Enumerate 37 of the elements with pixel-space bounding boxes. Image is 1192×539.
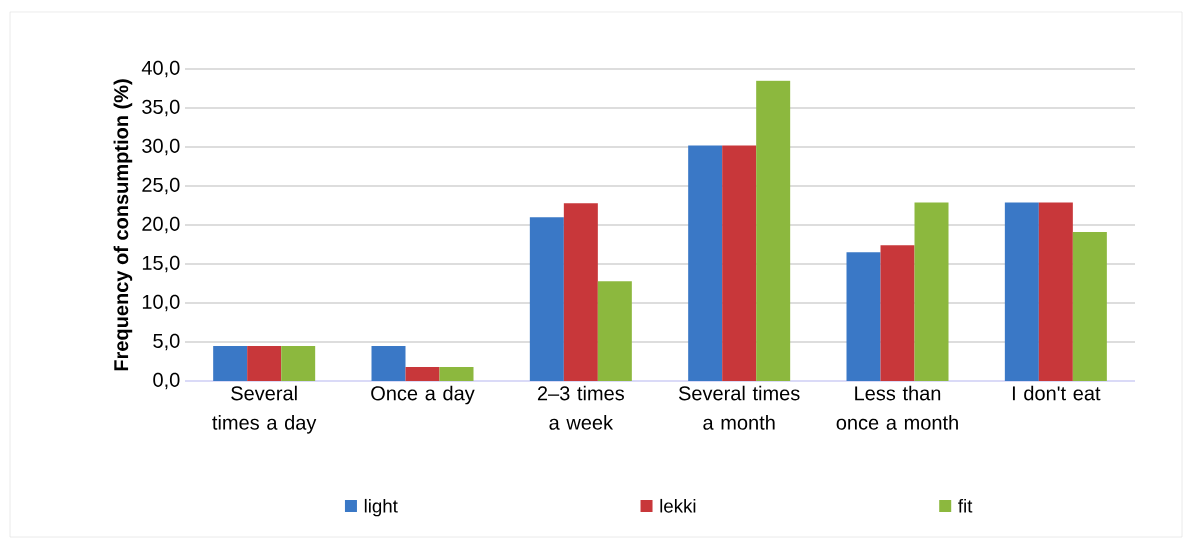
y-tick-label: 30,0	[142, 138, 180, 156]
bar	[247, 345, 282, 381]
bar	[688, 145, 723, 381]
bar	[529, 217, 564, 381]
bar	[405, 366, 440, 381]
y-tick-label: 10,0	[142, 294, 180, 312]
bar	[1072, 232, 1107, 381]
y-tick-label: 40,0	[141, 60, 180, 78]
bar	[213, 345, 248, 381]
y-tick-label: 25,0	[142, 177, 180, 195]
y-tick-label: 0,0	[153, 372, 180, 390]
bar	[439, 366, 474, 381]
bar	[281, 345, 316, 381]
y-axis-title: Frequency of consumption (%)	[113, 79, 133, 371]
bar	[371, 345, 406, 381]
y-tick-label: 5,0	[153, 333, 180, 351]
bar	[846, 252, 881, 381]
x-tick-label: I don't eat	[1012, 385, 1101, 401]
x-tick-label: Several times a month	[678, 385, 800, 430]
y-tick-label: 15,0	[142, 255, 180, 273]
y-tick-label: 20,0	[142, 216, 180, 234]
bar	[597, 281, 632, 381]
legend-label: light	[364, 498, 398, 517]
y-tick-label: 35,0	[142, 99, 180, 117]
x-tick-label: Once a day	[371, 385, 475, 405]
bar	[1004, 202, 1039, 381]
bar	[563, 203, 598, 381]
x-tick-label: 2–3 times a week	[537, 385, 624, 430]
bar	[756, 80, 791, 381]
legend-label: lekki	[660, 498, 696, 513]
x-tick-label: Several times a day	[212, 385, 317, 434]
bar	[722, 145, 757, 381]
legend-label: fit	[958, 498, 973, 513]
bar	[1038, 202, 1073, 381]
bar	[914, 202, 949, 381]
bar	[880, 245, 915, 381]
x-tick-label: Less than once a month	[836, 385, 958, 430]
